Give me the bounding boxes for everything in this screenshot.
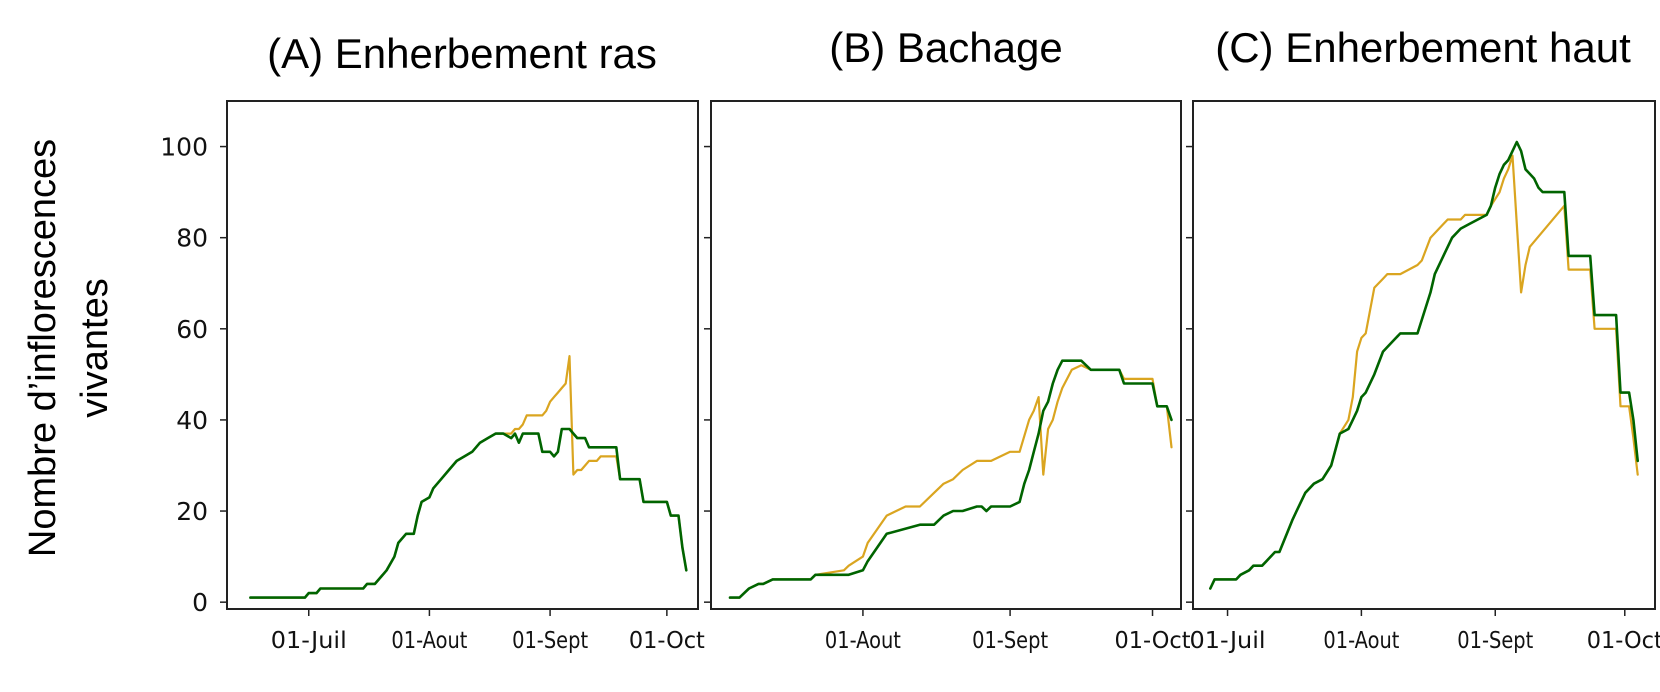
panel-a-ytick-label-4: 80: [176, 224, 208, 253]
panel-b-title: (B) Bachage: [829, 24, 1062, 71]
panel-c-xtick-label-2: 01-Sept: [1457, 628, 1533, 654]
panel-b: (B) Bachage 01-Aout 01-Sept 01-Oct: [704, 24, 1191, 654]
panel-b-xtick-label-2: 01-Oct: [1115, 628, 1191, 654]
panel-a: (A) Enherbement ras 0 20 40 60 80 100 01-Juil 01…: [160, 30, 705, 654]
panel-a-xtick-label-1: 01-Aout: [391, 628, 467, 654]
panel-a-ytick-label-0: 0: [192, 588, 208, 617]
panel-a-series-2-line: [249, 427, 688, 599]
panel-b-xtick-label-0: 01-Aout: [825, 628, 901, 654]
y-axis-label-line-1: Nombre d’inflorescences: [22, 139, 64, 557]
panel-c-title: (C) Enherbement haut: [1215, 24, 1631, 71]
y-axis-label-line-2: vivantes: [74, 278, 116, 417]
panel-a-ytick-label-1: 20: [176, 497, 208, 526]
panel-b-xtick-label-1: 01-Sept: [972, 628, 1048, 654]
panel-a-frame: [226, 100, 699, 610]
panel-c-xtick-label-0: 01-Juil: [1190, 628, 1266, 654]
panel-a-xtick-label-3: 01-Oct: [629, 628, 705, 654]
panel-a-title: (A) Enherbement ras: [267, 30, 657, 77]
panel-a-xtick-label-0: 01-Juil: [271, 628, 347, 654]
panel-b-frame: [710, 100, 1182, 610]
panel-b-series-1-line: [728, 364, 1173, 599]
panel-a-xtick-label-2: 01-Sept: [512, 628, 588, 654]
panel-c-series-1-line: [1209, 154, 1639, 590]
panel-c-series-2-line: [1209, 140, 1639, 590]
panel-a-ytick-label-2: 40: [176, 406, 208, 435]
panel-c-frame: [1192, 100, 1656, 610]
panel-c-xtick-label-3: 01-Oct: [1587, 628, 1660, 654]
panel-c-xtick-label-1: 01-Aout: [1323, 628, 1399, 654]
panel-c: (C) Enherbement haut 01-Juil 01-Aout 01-Sep…: [1186, 24, 1660, 654]
panel-a-ytick-label-5: 100: [160, 133, 208, 162]
panel-a-ytick-label-3: 60: [176, 315, 208, 344]
panel-b-series-2-line: [728, 359, 1173, 599]
